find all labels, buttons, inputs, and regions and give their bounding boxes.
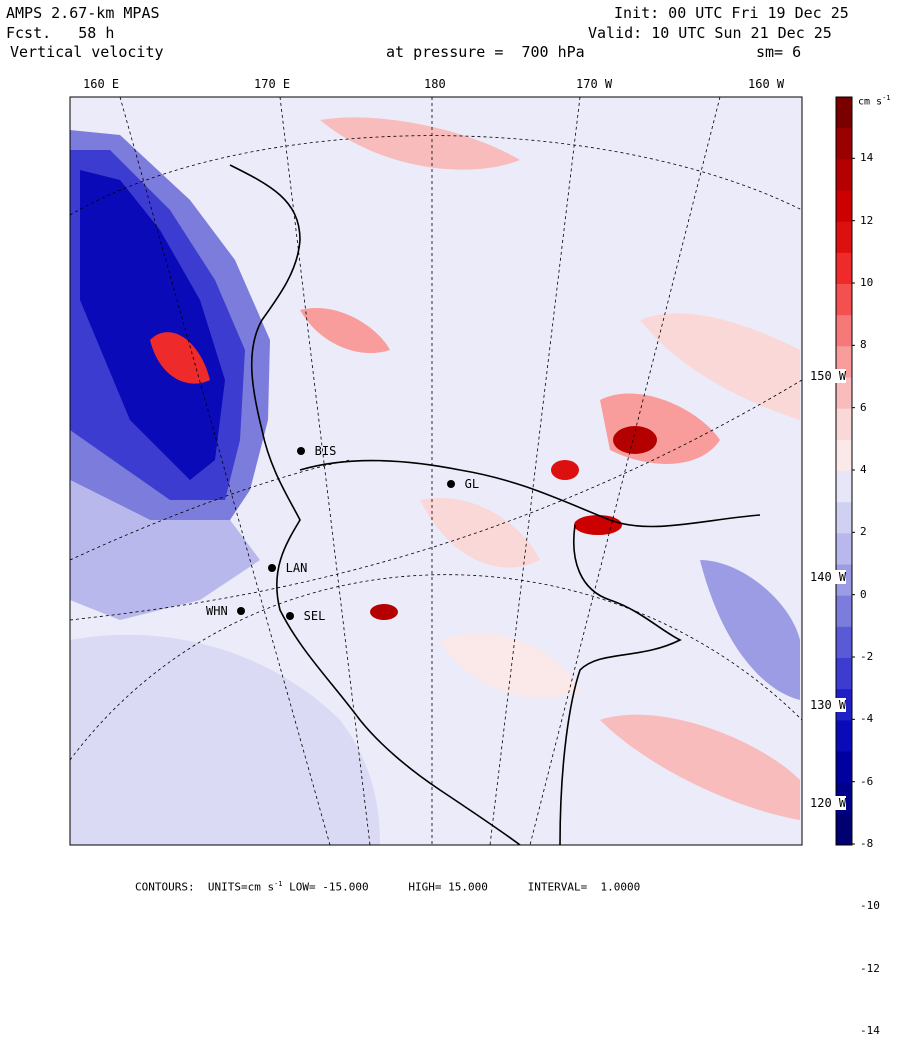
model-title: AMPS 2.67-km MPAS — [6, 4, 160, 22]
grounding-line — [559, 524, 682, 845]
lon-label: 170 E — [254, 77, 291, 91]
contour-low: LOW= -15.000 — [289, 880, 369, 894]
colorbar-tick-label: -2 — [860, 650, 874, 663]
colorbar-swatch — [836, 221, 852, 254]
colorbar-swatch — [836, 252, 852, 285]
colorbar-tick-label: 6 — [860, 400, 867, 414]
colorbar-tick-label: 14 — [860, 151, 874, 165]
station-lan: LAN — [268, 557, 307, 576]
colorbar-tick-label: -8 — [860, 837, 874, 850]
colorbar-swatch — [836, 595, 852, 628]
lat-label: 130 W — [810, 698, 847, 712]
lon-label: 170 W — [576, 77, 613, 91]
station-sel: SEL — [286, 605, 325, 624]
contour-interval: INTERVAL= 1.0000 — [527, 880, 641, 894]
init-time: Init: 00 UTC Fri 19 Dec 25 — [614, 4, 849, 22]
station-bis: BIS — [297, 440, 336, 459]
contour-high: HIGH= 15.000 — [408, 880, 488, 894]
colorbar-swatch — [836, 97, 852, 129]
colorbar-tick-label: 12 — [860, 213, 874, 227]
colorbar-swatch — [836, 190, 852, 223]
lat-label: 150 W — [810, 369, 847, 383]
colorbar-unit: cm s-1 — [858, 94, 891, 108]
colorbar-tick-label: 10 — [860, 276, 874, 289]
forecast-hour: Fcst. 58 h — [6, 24, 115, 42]
valid-time: Valid: 10 UTC Sun 21 Dec 25 — [588, 24, 832, 42]
colorbar-swatch — [836, 720, 852, 752]
lon-label: 160 E — [83, 77, 120, 91]
contours-label: CONTOURS: — [135, 880, 195, 894]
station-gl: GL — [447, 473, 479, 492]
lon-label: 160 W — [748, 77, 785, 91]
contour-units: UNITS=cm s — [207, 880, 275, 894]
colorbar — [835, 96, 855, 846]
colorbar-tick-label: 4 — [860, 463, 867, 476]
pressure-level: at pressure = 700 hPa — [386, 43, 585, 61]
lat-label: 120 W — [810, 796, 847, 810]
field-name: Vertical velocity — [10, 43, 164, 61]
colorbar-swatch — [836, 813, 852, 846]
colorbar-swatch — [836, 751, 852, 784]
lat-label: 140 W — [810, 570, 847, 584]
colorbar-tick-label: 2 — [860, 525, 867, 539]
station-whn: WHN — [206, 600, 246, 619]
contour-info: CONTOURS: UNITS=cm s-1 LOW= -15.000 HIGH… — [135, 880, 641, 894]
colorbar-swatch — [836, 284, 852, 316]
smoothing: sm= 6 — [756, 43, 802, 61]
colorbar-swatch — [836, 471, 852, 503]
colorbar-swatch — [836, 377, 852, 410]
colorbar-swatch — [836, 658, 852, 690]
colorbar-tick-label: -6 — [860, 774, 874, 788]
colorbar-swatch — [836, 408, 852, 441]
colorbar-tick-label: -12 — [860, 961, 880, 975]
colorbar-tick-label: -4 — [860, 712, 874, 726]
colorbar-swatch — [836, 439, 852, 472]
ross-ice-shelf-edge — [299, 459, 761, 528]
colorbar-swatch — [836, 159, 852, 191]
lon-label: 180 — [424, 77, 446, 91]
colorbar-swatch — [836, 128, 852, 160]
colorbar-swatch — [836, 315, 852, 347]
colorbar-tick-label: 8 — [860, 338, 867, 352]
colorbar-swatch — [836, 626, 852, 659]
colorbar-swatch — [836, 533, 852, 565]
colorbar-tick-label: -10 — [860, 899, 880, 913]
coastline-west — [229, 164, 521, 845]
map-panel — [69, 96, 855, 846]
colorbar-swatch — [836, 502, 852, 534]
colorbar-tick-label: 0 — [860, 587, 867, 601]
colorbar-tick-label: -14 — [860, 1024, 880, 1037]
